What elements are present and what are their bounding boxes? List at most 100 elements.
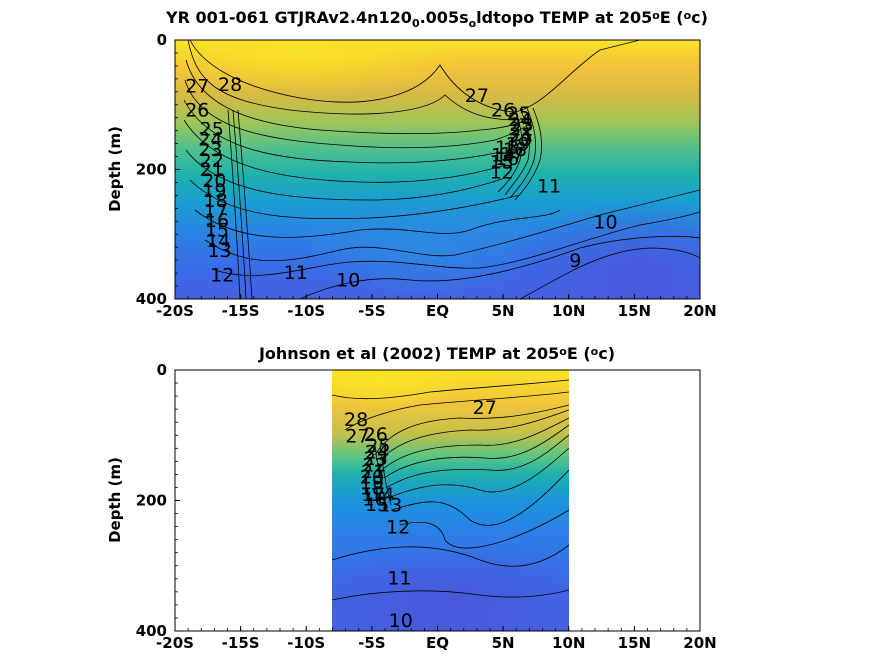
top-contour-label: 22	[200, 150, 224, 172]
top-contour-label: 11	[537, 176, 561, 198]
top-x-tick-label: -10S	[287, 302, 325, 320]
bottom-panel: Johnson et al (2002) TEMP at 205oE (oc)	[106, 344, 717, 652]
top-contour-label: 22	[509, 119, 533, 141]
top-y-axis-label: Depth (m)	[106, 126, 124, 212]
top-x-tick-label: -20S	[156, 302, 194, 320]
top-contour-label: 21	[509, 124, 533, 146]
top-title-part: o	[469, 17, 477, 30]
top-title-part: c)	[691, 8, 708, 27]
top-contour-label: 13	[495, 137, 519, 159]
top-contour-label: 26	[491, 99, 515, 121]
bottom-contour-label: 23	[364, 448, 388, 470]
top-contour-label: 9	[569, 250, 581, 272]
bottom-contour-label: 18	[360, 477, 384, 499]
top-chart-title: YR 001-061 GTJRAv2.4n1200.005soldtopo TE…	[165, 8, 708, 30]
top-contour-label: 25	[200, 119, 224, 141]
bottom-title-part: c)	[598, 344, 615, 363]
top-contour-label: 27	[465, 85, 489, 107]
bottom-y-tick-label: 400	[136, 622, 167, 640]
bottom-y-tick-label: 200	[136, 492, 167, 510]
top-contour-label: 20	[202, 170, 226, 192]
top-contour-label: 23	[509, 114, 533, 136]
top-contour-label: 18	[204, 190, 228, 212]
top-contour-label: 12	[210, 264, 234, 286]
bottom-x-tick-label: -15S	[222, 634, 260, 652]
bottom-contour-label: 12	[386, 517, 410, 539]
top-contour-label: 23	[198, 139, 222, 161]
top-cool-region	[500, 200, 700, 299]
top-contour-label: 26	[185, 99, 209, 121]
top-panel: YR 001-061 GTJRAv2.4n1200.005soldtopo TE…	[106, 8, 717, 320]
bottom-contour-label: 22	[362, 455, 386, 477]
top-title-part: o	[652, 9, 660, 22]
top-contour-label: 14	[491, 145, 515, 167]
top-x-tick-label: -15S	[222, 302, 260, 320]
bottom-x-tick-label: -20S	[156, 634, 194, 652]
top-contour-lines	[183, 40, 700, 299]
top-title-part: ldtopo TEMP at 205	[476, 8, 652, 27]
top-x-ticks: -20S -15S -10S -5S EQ 5N 10N 15N 20N	[156, 294, 717, 320]
bottom-x-tick-label: -10S	[287, 634, 325, 652]
top-warm-pool	[175, 40, 470, 93]
top-title-part: o	[684, 9, 692, 22]
bottom-contour-label: 21	[361, 461, 385, 483]
top-contour-label: 16	[495, 148, 519, 170]
bottom-x-tick-label: 5N	[492, 634, 515, 652]
top-contour-label: 11	[284, 262, 308, 284]
top-contour-label: 12	[490, 161, 514, 183]
top-contour-label: 19	[202, 180, 226, 202]
bottom-x-tick-label: 20N	[683, 634, 716, 652]
top-x-tick-label: EQ	[426, 302, 449, 320]
top-title-part: .005s	[420, 8, 469, 27]
top-contour-label: 14	[206, 230, 230, 252]
bottom-contour-lines	[332, 379, 569, 601]
bottom-contour-label: 27	[473, 397, 497, 419]
top-x-tick-label: -5S	[358, 302, 385, 320]
bottom-x-tick-label: 10N	[552, 634, 585, 652]
top-contour-label: 21	[200, 159, 224, 181]
top-contour-label: 16	[205, 210, 229, 232]
bottom-contour-label: 13	[378, 494, 402, 516]
top-contour-label: 17	[204, 200, 228, 222]
top-contour-label: 20	[508, 129, 532, 151]
top-y-tick-label: 0	[157, 31, 167, 49]
bottom-y-tick-label: 0	[157, 361, 167, 379]
bottom-x-ticks: -20S -15S -10S -5S EQ 5N 10N 15N 20N	[156, 626, 717, 652]
bottom-y-axis-label: Depth (m)	[106, 457, 124, 543]
bottom-x-tick-label: -5S	[358, 634, 385, 652]
bottom-title-part: o	[559, 345, 567, 358]
top-contour-label: 27	[185, 75, 209, 97]
bottom-contour-label: 16	[362, 489, 386, 511]
top-contour-label: 24	[508, 109, 532, 131]
bottom-contour-label: 14	[370, 484, 394, 506]
bottom-contour-label: 11	[387, 567, 411, 589]
top-plot-area	[175, 40, 700, 299]
top-ridge	[300, 190, 540, 299]
bottom-contour-label: 20	[360, 466, 384, 488]
top-contour-label: 28	[218, 74, 242, 96]
top-x-tick-label: 5N	[492, 302, 515, 320]
top-contour-label: 15	[490, 152, 514, 174]
bottom-contour-label: 26	[364, 424, 388, 446]
top-title-part: E (	[660, 8, 684, 27]
top-contour-label: 15	[205, 220, 229, 242]
bottom-contour-label: 25	[366, 435, 390, 457]
top-contour-label: 25	[507, 103, 531, 125]
bottom-plot-area	[332, 370, 569, 631]
top-contour-label: 18	[503, 139, 527, 161]
bottom-x-tick-label: 15N	[618, 634, 651, 652]
bottom-contour-label: 10	[389, 610, 413, 632]
bottom-title-part: E (	[567, 344, 591, 363]
bottom-warm-pool	[332, 370, 470, 410]
bottom-contour-label: 15	[365, 494, 389, 516]
bottom-contour-label: 17	[361, 484, 385, 506]
bottom-title-part: o	[591, 345, 599, 358]
top-contour-label: 19	[505, 134, 529, 156]
top-contour-label: 10	[593, 211, 617, 233]
top-y-tick-label: 400	[136, 290, 167, 308]
bottom-contour-label: 24	[365, 442, 389, 464]
bottom-chart-title: Johnson et al (2002) TEMP at 205oE (oc)	[258, 344, 615, 363]
bottom-cool-region	[332, 540, 569, 631]
